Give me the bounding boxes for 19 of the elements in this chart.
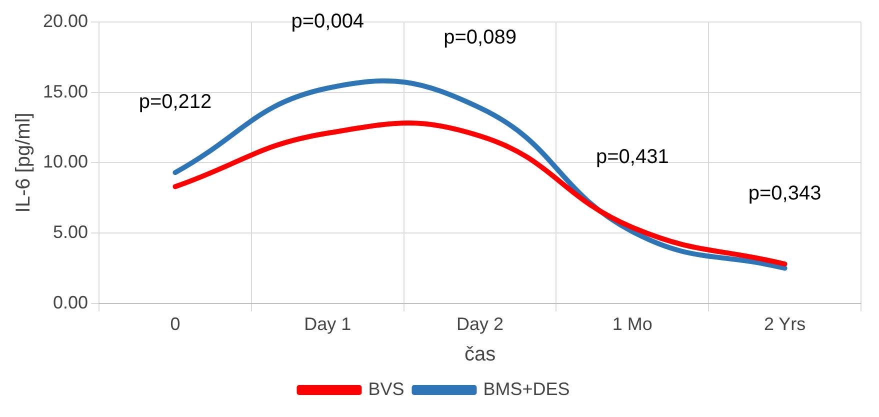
annotation: p=0,004 [291,10,364,33]
legend-label: BMS+DES [483,378,570,399]
annotation: p=0,343 [748,182,822,205]
annotation: p=0,431 [596,146,669,168]
y-axis-title: IL-6 [pg/ml] [12,112,35,213]
x-tick-label: Day 2 [456,314,504,334]
y-tick-label: 5.00 [52,222,88,242]
x-tick-label: 1 Mo [612,314,652,334]
y-tick-label: 10.00 [42,152,88,172]
x-tick-label: Day 1 [304,314,352,334]
annotation: p=0,212 [138,91,212,114]
y-tick-label: 15.00 [42,81,88,102]
annotation: p=0,089 [444,26,516,48]
y-tick-label: 0.00 [52,292,88,312]
x-axis-title: čas [464,344,496,366]
x-tick-label: 2 Yrs [764,314,806,334]
legend-label: BVS [368,378,404,399]
x-tick-label: 0 [170,314,180,334]
y-tick-label: 20.00 [42,10,88,31]
